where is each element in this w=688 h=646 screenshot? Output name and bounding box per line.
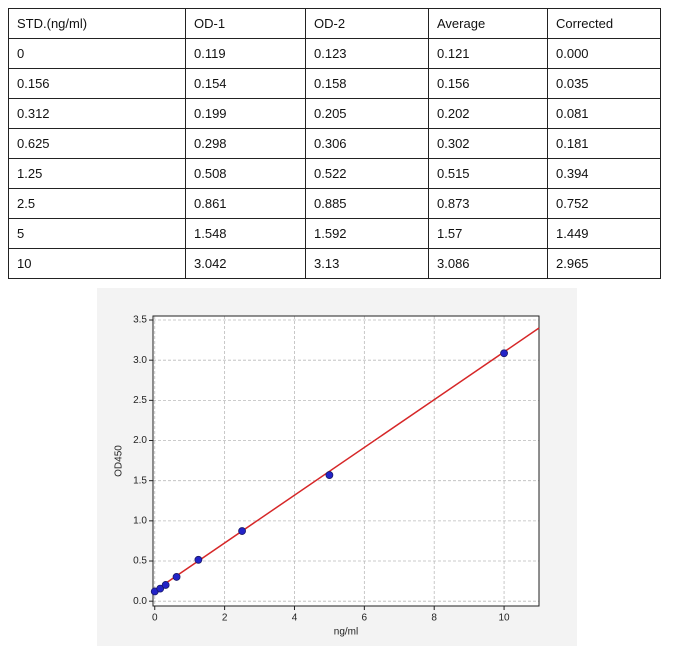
row: 1.25 0.508 0.522 0.515 0.394 bbox=[8, 158, 661, 189]
point bbox=[500, 349, 508, 358]
cell: 0.121 bbox=[428, 38, 548, 69]
cell: 0.515 bbox=[428, 158, 548, 189]
y-axis-label: OD450 bbox=[114, 445, 125, 477]
cell: 5 bbox=[8, 218, 186, 249]
y-tick-label: 1.5 bbox=[133, 475, 147, 486]
cell: 0.081 bbox=[547, 98, 661, 129]
cell: 0.306 bbox=[305, 128, 429, 159]
cell: 0 bbox=[8, 38, 186, 69]
point bbox=[325, 471, 334, 479]
cell: 0.312 bbox=[8, 98, 186, 129]
y-tick-label: 3.0 bbox=[133, 355, 147, 366]
cell: 0.625 bbox=[8, 128, 186, 159]
point bbox=[156, 584, 165, 593]
x-tick-label: 2 bbox=[222, 613, 228, 624]
cell: 0.119 bbox=[185, 38, 306, 69]
cell: 0.035 bbox=[547, 68, 661, 99]
cell: OD-1 bbox=[185, 8, 306, 39]
cell: 0.885 bbox=[305, 188, 429, 219]
y-tick-label: 0.5 bbox=[133, 556, 147, 567]
cell: 1.592 bbox=[305, 218, 429, 249]
cell: OD-2 bbox=[305, 8, 429, 39]
x-tick-label: 10 bbox=[499, 613, 511, 624]
row: 0 0.119 0.123 0.121 0.000 bbox=[8, 38, 661, 69]
cell: 0.202 bbox=[428, 98, 548, 129]
plot-area bbox=[153, 316, 539, 606]
point bbox=[172, 573, 181, 581]
x-axis-label: ng/ml bbox=[334, 627, 358, 638]
fit-line bbox=[154, 327, 540, 592]
cell: 2.965 bbox=[547, 248, 661, 279]
row: 0.312 0.199 0.205 0.202 0.081 bbox=[8, 98, 661, 129]
y-tick-label: 0.0 bbox=[133, 596, 147, 607]
cell: 0.394 bbox=[547, 158, 661, 189]
x-tick-label: 8 bbox=[431, 613, 437, 624]
row: 0.625 0.298 0.306 0.302 0.181 bbox=[8, 128, 661, 159]
y-tick-label: 3.5 bbox=[133, 315, 147, 326]
cell: 0.158 bbox=[305, 68, 429, 99]
cell: STD.(ng/ml) bbox=[8, 8, 186, 39]
x-tick-label: 4 bbox=[292, 613, 298, 624]
cell: 0.154 bbox=[185, 68, 306, 99]
cell: 1.449 bbox=[547, 218, 661, 249]
cell: 0.298 bbox=[185, 128, 306, 159]
cell: 3.086 bbox=[428, 248, 548, 279]
x-tick-label: 6 bbox=[362, 613, 368, 624]
cell: 3.042 bbox=[185, 248, 306, 279]
point bbox=[238, 527, 246, 535]
data-table: STD.(ng/ml) OD-1 OD-2 Average Corrected 0 0.11… bbox=[8, 8, 661, 279]
cell: 0.861 bbox=[185, 188, 306, 219]
y-tick-label: 2.5 bbox=[133, 395, 147, 406]
y-tick-label: 1.0 bbox=[133, 515, 147, 526]
cell: 0.508 bbox=[185, 158, 306, 189]
row: 10 3.042 3.13 3.086 2.965 bbox=[8, 248, 661, 279]
cell: 0.205 bbox=[305, 98, 429, 129]
row: 5 1.548 1.592 1.57 1.449 bbox=[8, 218, 661, 249]
chart: 0 2 4 6 8 10 0.0 0.5 1.0 1.5 2.0 2.5 3.0 3.5 ng/ml OD45… bbox=[97, 288, 577, 646]
cell: 0.873 bbox=[428, 188, 548, 219]
point bbox=[194, 555, 203, 564]
cell: 0.156 bbox=[428, 68, 548, 99]
cell: 0.302 bbox=[428, 128, 548, 159]
cell: 0.000 bbox=[547, 38, 661, 69]
cell: 1.548 bbox=[185, 218, 306, 249]
x-tick-label: 0 bbox=[152, 613, 158, 624]
cell: Average bbox=[428, 8, 548, 39]
cell: 2.5 bbox=[8, 188, 186, 219]
y-tick-label: 2.0 bbox=[133, 435, 147, 446]
header-row: STD.(ng/ml) OD-1 OD-2 Average Corrected bbox=[8, 8, 661, 39]
cell: 10 bbox=[8, 248, 186, 279]
cell: 0.199 bbox=[185, 98, 306, 129]
cell: 3.13 bbox=[305, 248, 429, 279]
cell: 1.57 bbox=[428, 218, 548, 249]
cell: 0.752 bbox=[547, 188, 661, 219]
cell: 0.156 bbox=[8, 68, 186, 99]
cell: 1.25 bbox=[8, 158, 186, 189]
row: 2.5 0.861 0.885 0.873 0.752 bbox=[8, 188, 661, 219]
cell: 0.181 bbox=[547, 128, 661, 159]
plot-frame bbox=[152, 315, 540, 607]
row: 0.156 0.154 0.158 0.156 0.035 bbox=[8, 68, 661, 99]
cell: 0.522 bbox=[305, 158, 429, 189]
point bbox=[161, 581, 170, 589]
cell: Corrected bbox=[547, 8, 661, 39]
cell: 0.123 bbox=[305, 38, 429, 69]
